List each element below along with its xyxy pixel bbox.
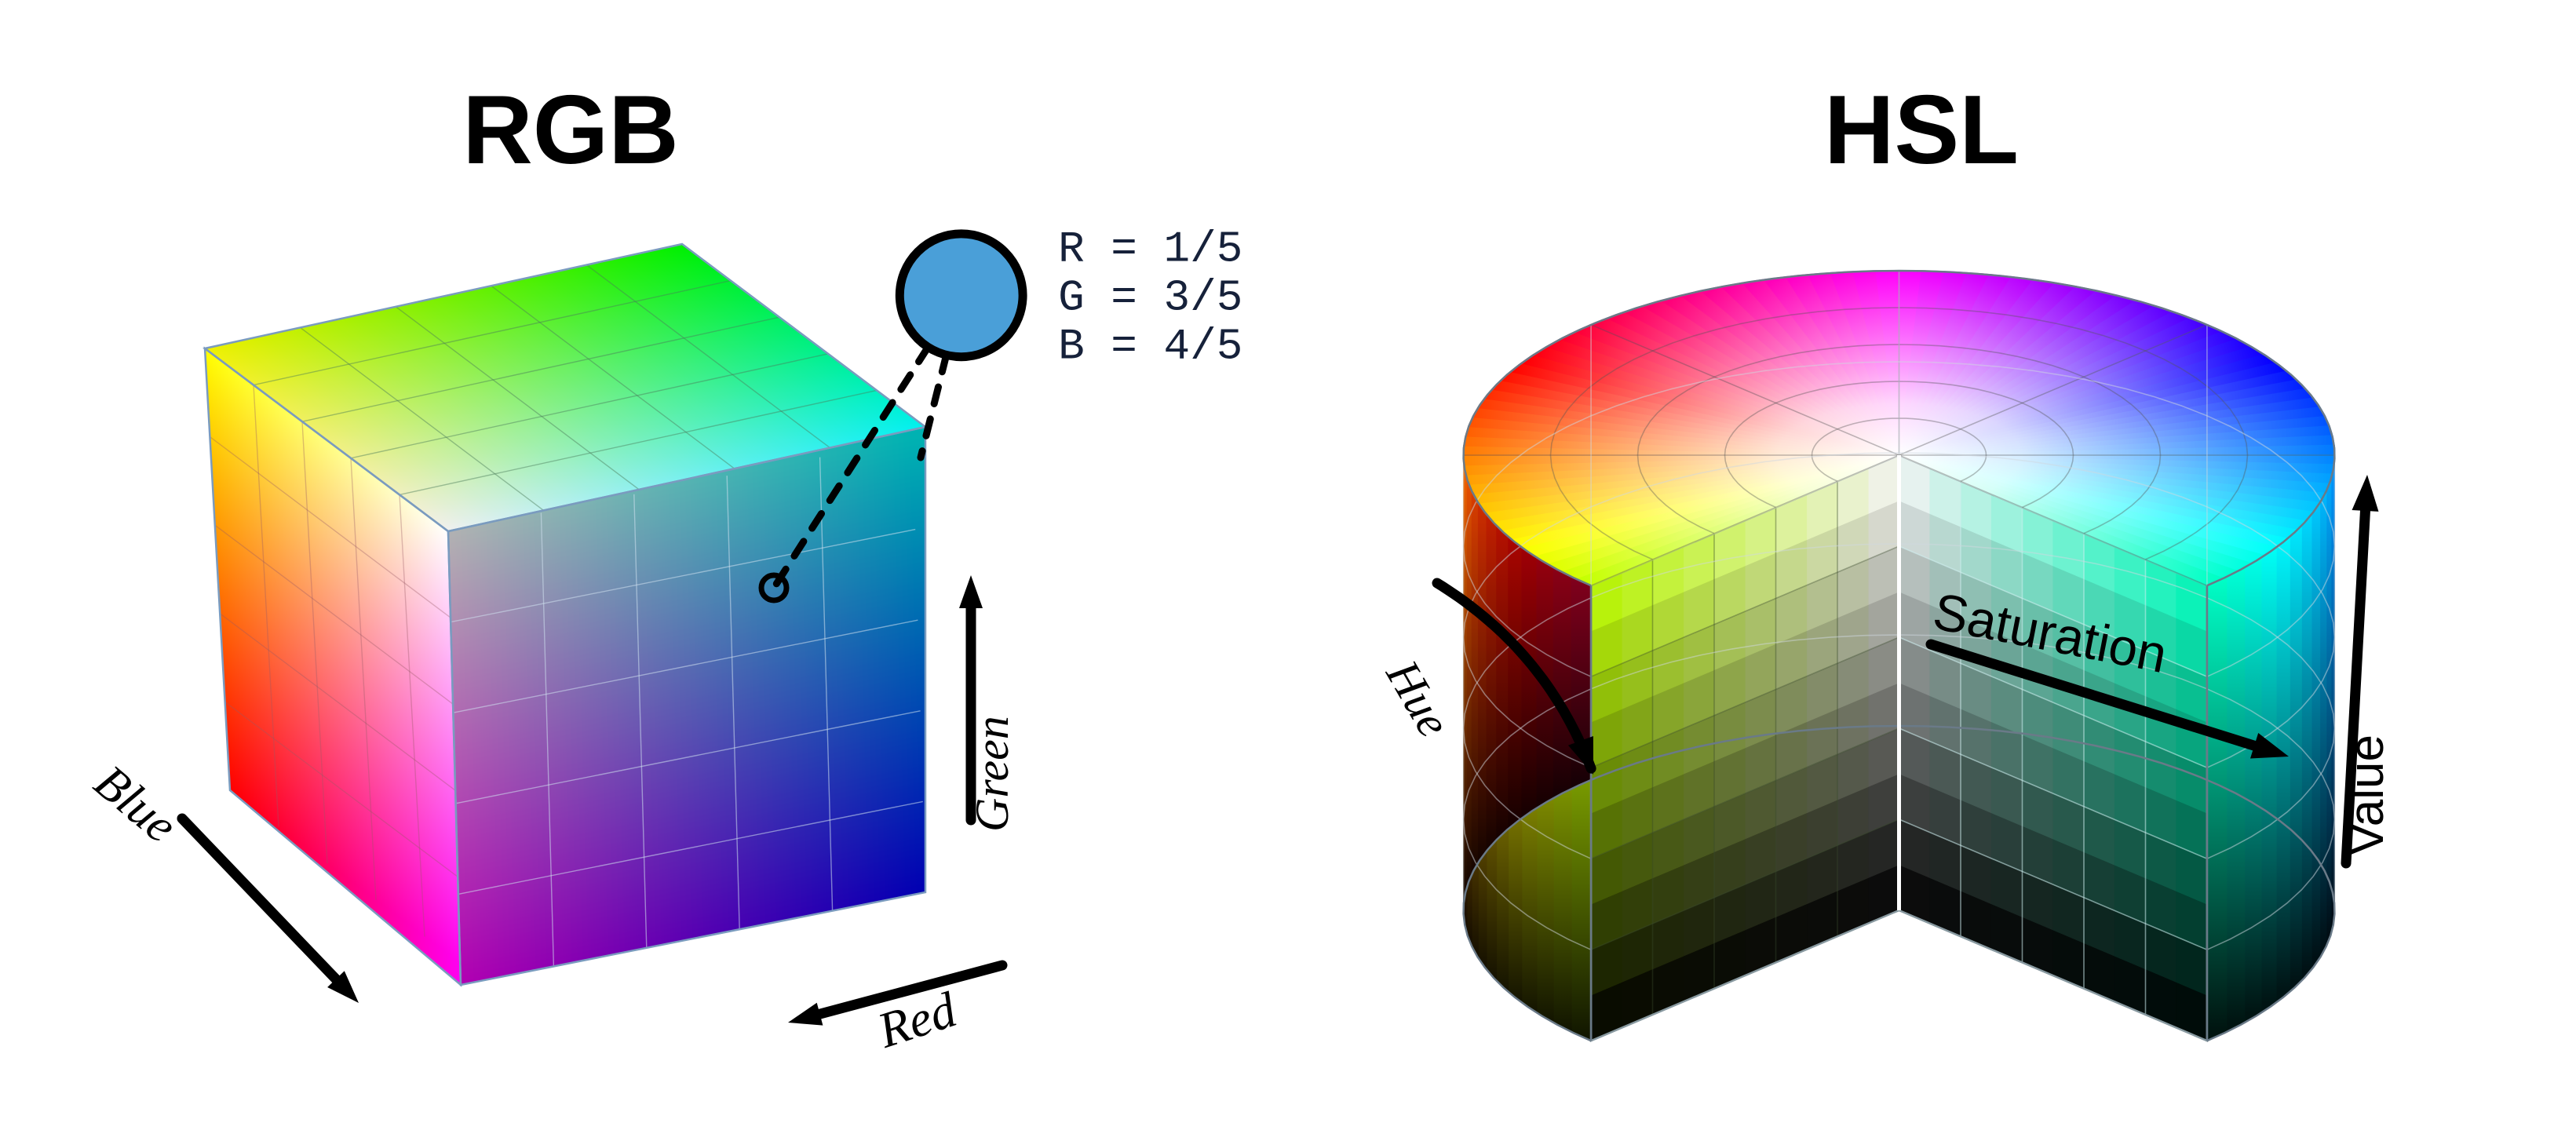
svg-text:Value: Value: [2340, 735, 2394, 855]
svg-text:HSL: HSL: [1824, 76, 2019, 184]
svg-text:R = 1/5: R = 1/5: [1058, 224, 1242, 274]
svg-text:B = 4/5: B = 4/5: [1058, 321, 1242, 371]
svg-text:RGB: RGB: [462, 76, 679, 184]
svg-text:Green: Green: [966, 716, 1018, 832]
svg-text:G = 3/5: G = 3/5: [1058, 272, 1242, 323]
